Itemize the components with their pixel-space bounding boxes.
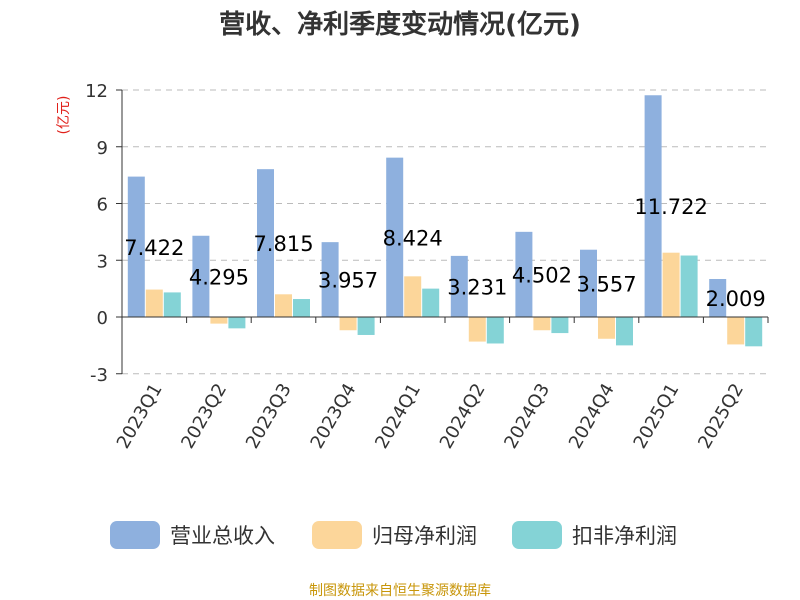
x-tick-label: 2024Q4 — [565, 380, 619, 452]
x-tick-label: 2024Q3 — [500, 380, 554, 452]
legend[interactable]: 营业总收入 归母净利润 扣非净利润 — [110, 521, 677, 549]
y-axis: -3 0 3 6 9 12 — [85, 81, 123, 386]
net-profit-bar[interactable] — [339, 317, 357, 331]
data-label: 11.722 — [634, 195, 707, 219]
legend-swatch-net-profit[interactable] — [312, 521, 362, 549]
revenue-bar[interactable] — [580, 249, 597, 317]
deducted-net-profit-bar[interactable] — [228, 317, 246, 329]
revenue-bar[interactable] — [709, 278, 727, 317]
net-profit-bar[interactable] — [210, 317, 228, 324]
revenue-bar[interactable] — [127, 176, 145, 317]
net-profit-bar[interactable] — [533, 317, 551, 331]
x-tick-label: 2025Q2 — [694, 380, 748, 452]
y-tick-label: 6 — [97, 195, 108, 216]
x-tick-label: 2023Q3 — [242, 380, 296, 452]
data-label: 3.557 — [576, 272, 636, 296]
data-label: 7.815 — [253, 232, 313, 256]
net-profit-bar[interactable] — [598, 317, 615, 339]
data-label: 4.295 — [189, 265, 249, 289]
revenue-bar[interactable] — [386, 157, 404, 317]
deducted-net-profit-bar[interactable] — [422, 288, 440, 317]
net-profit-bar[interactable] — [145, 289, 163, 317]
bars — [127, 95, 763, 347]
legend-swatch-deducted-net-profit[interactable] — [512, 521, 562, 549]
revenue-bar[interactable] — [321, 242, 339, 317]
x-tick-label: 2024Q2 — [436, 380, 490, 452]
net-profit-bar[interactable] — [275, 294, 292, 317]
deducted-net-profit-bar[interactable] — [616, 317, 633, 346]
net-profit-bar[interactable] — [727, 317, 745, 345]
data-label: 8.424 — [383, 226, 443, 250]
revenue-bar[interactable] — [644, 95, 662, 317]
x-tick-label: 2023Q1 — [113, 380, 167, 452]
y-unit-label: (亿元) — [56, 96, 72, 135]
legend-swatch-revenue[interactable] — [110, 521, 160, 549]
revenue-bar[interactable] — [257, 169, 274, 317]
y-tick-label: -3 — [90, 365, 108, 386]
data-label: 2.009 — [706, 287, 766, 311]
revenue-bar[interactable] — [450, 255, 468, 317]
x-axis: 2023Q1 2023Q2 2023Q3 2023Q4 2024Q1 2024Q2 2024… — [113, 316, 769, 452]
revenue-bar[interactable] — [515, 231, 533, 317]
revenue-bar[interactable] — [192, 235, 210, 317]
net-profit-bar[interactable] — [662, 252, 680, 317]
deducted-net-profit-bar[interactable] — [293, 299, 310, 317]
source-note: 制图数据来自恒生聚源数据库 — [309, 583, 491, 599]
data-label: 4.502 — [512, 263, 572, 287]
legend-label[interactable]: 扣非净利润 — [572, 524, 677, 548]
net-profit-bar[interactable] — [404, 276, 422, 317]
data-label: 3.957 — [318, 269, 378, 293]
net-profit-bar[interactable] — [468, 317, 486, 342]
data-label: 7.422 — [124, 236, 184, 260]
y-tick-label: 12 — [85, 81, 108, 102]
deducted-net-profit-bar[interactable] — [745, 317, 763, 347]
y-tick-label: 3 — [97, 251, 108, 272]
gridlines — [122, 89, 768, 375]
y-tick-label: 9 — [97, 138, 108, 159]
chart-title: 营收、净利季度变动情况(亿元) — [219, 9, 581, 40]
deducted-net-profit-bar[interactable] — [357, 317, 375, 335]
x-tick-label: 2024Q1 — [371, 380, 425, 452]
legend-label[interactable]: 营业总收入 — [170, 524, 275, 548]
data-label: 3.231 — [447, 275, 507, 299]
deducted-net-profit-bar[interactable] — [551, 317, 569, 334]
y-tick-label: 0 — [97, 308, 108, 329]
x-tick-label: 2025Q1 — [630, 380, 684, 452]
deducted-net-profit-bar[interactable] — [680, 255, 698, 317]
deducted-net-profit-bar[interactable] — [163, 292, 181, 317]
legend-label[interactable]: 归母净利润 — [372, 524, 477, 548]
x-tick-label: 2023Q4 — [307, 380, 361, 452]
deducted-net-profit-bar[interactable] — [486, 317, 504, 344]
x-tick-label: 2023Q2 — [177, 380, 231, 452]
